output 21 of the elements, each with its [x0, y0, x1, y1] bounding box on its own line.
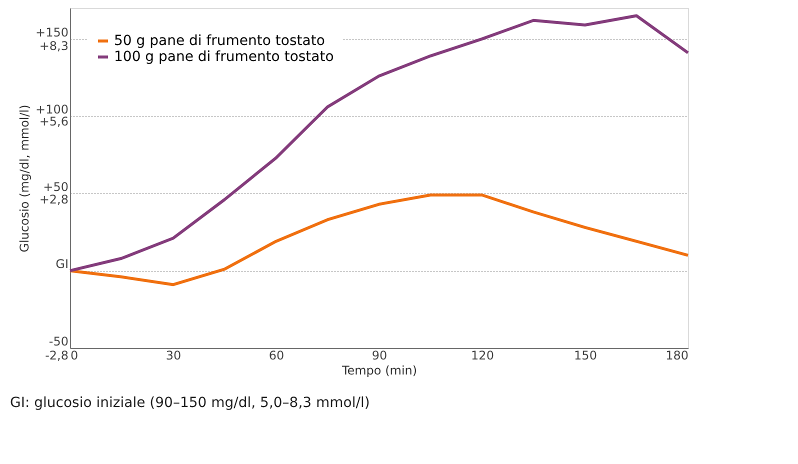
y-tick-label: GI: [56, 257, 68, 272]
legend-label: 50 g pane di frumento tostato: [114, 33, 325, 49]
legend-label: 100 g pane di frumento tostato: [114, 49, 334, 65]
y2-tick-label: +2,8: [39, 192, 68, 206]
y2-tick-label: +5,6: [39, 114, 68, 128]
x-tick-label: 90: [372, 348, 388, 362]
y-tick-label: +100: [36, 102, 68, 117]
y2-tick-label: +8,3: [39, 39, 68, 54]
y-tick-label: -50: [48, 334, 68, 348]
y-tick-label: +150: [36, 25, 68, 40]
y2-tick-label: -2,8: [45, 348, 68, 362]
y-tick-label: +50: [43, 180, 68, 194]
x-tick-label: 60: [268, 348, 284, 362]
x-tick-label: 180: [666, 348, 688, 362]
x-tick-label: 120: [471, 348, 494, 362]
y-axis-title: Glucosio (mg/dl, mmol/l): [18, 104, 32, 252]
x-axis-title: Tempo (min): [340, 364, 418, 378]
x-tick-label: 150: [574, 348, 597, 362]
x-tick-label: 30: [166, 348, 182, 362]
text: GI: glucosio iniziale (90–150 mg/dl, 5,0–8,3 mmol/l): [10, 395, 370, 411]
x-tick-label: 0: [70, 348, 78, 362]
